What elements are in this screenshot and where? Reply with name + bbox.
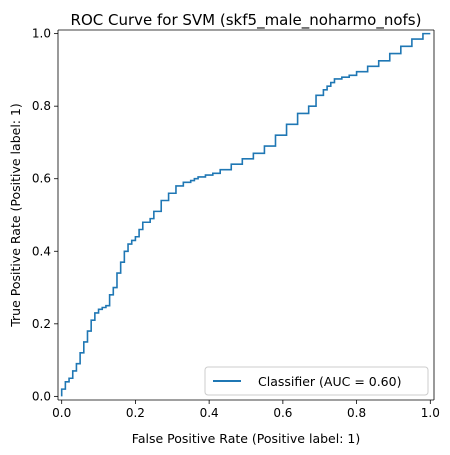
x-tick-label: 0.0 xyxy=(52,406,71,420)
x-tick-label: 0.8 xyxy=(347,406,366,420)
y-axis-label: True Positive Rate (Positive label: 1) xyxy=(8,103,23,328)
x-tick-label: 1.0 xyxy=(421,406,440,420)
y-ticks: 0.0 0.2 0.4 0.6 0.8 1.0 xyxy=(32,27,58,403)
y-tick-label: 0.2 xyxy=(32,317,51,331)
curve-layer xyxy=(60,32,431,397)
x-tick-label: 0.2 xyxy=(126,406,145,420)
y-tick-label: 1.0 xyxy=(32,27,51,41)
legend-label: Classifier (AUC = 0.60) xyxy=(258,374,401,389)
y-tick-label: 0.8 xyxy=(32,99,51,113)
x-axis-label: False Positive Rate (Positive label: 1) xyxy=(132,431,360,446)
plot-frame xyxy=(57,29,435,401)
roc-curve-line xyxy=(60,32,431,397)
x-ticks: 0.0 0.2 0.4 0.6 0.8 1.0 xyxy=(52,400,440,420)
y-tick-label: 0.0 xyxy=(32,389,51,403)
legend: Classifier (AUC = 0.60) xyxy=(204,366,429,396)
plot-area xyxy=(58,30,434,400)
legend-box xyxy=(204,366,429,396)
y-tick-label: 0.6 xyxy=(32,172,51,186)
y-tick-label: 0.4 xyxy=(32,244,51,258)
x-tick-label: 0.6 xyxy=(273,406,292,420)
x-tick-label: 0.4 xyxy=(200,406,219,420)
chart-title: ROC Curve for SVM (skf5_male_noharmo_nof… xyxy=(71,11,422,30)
